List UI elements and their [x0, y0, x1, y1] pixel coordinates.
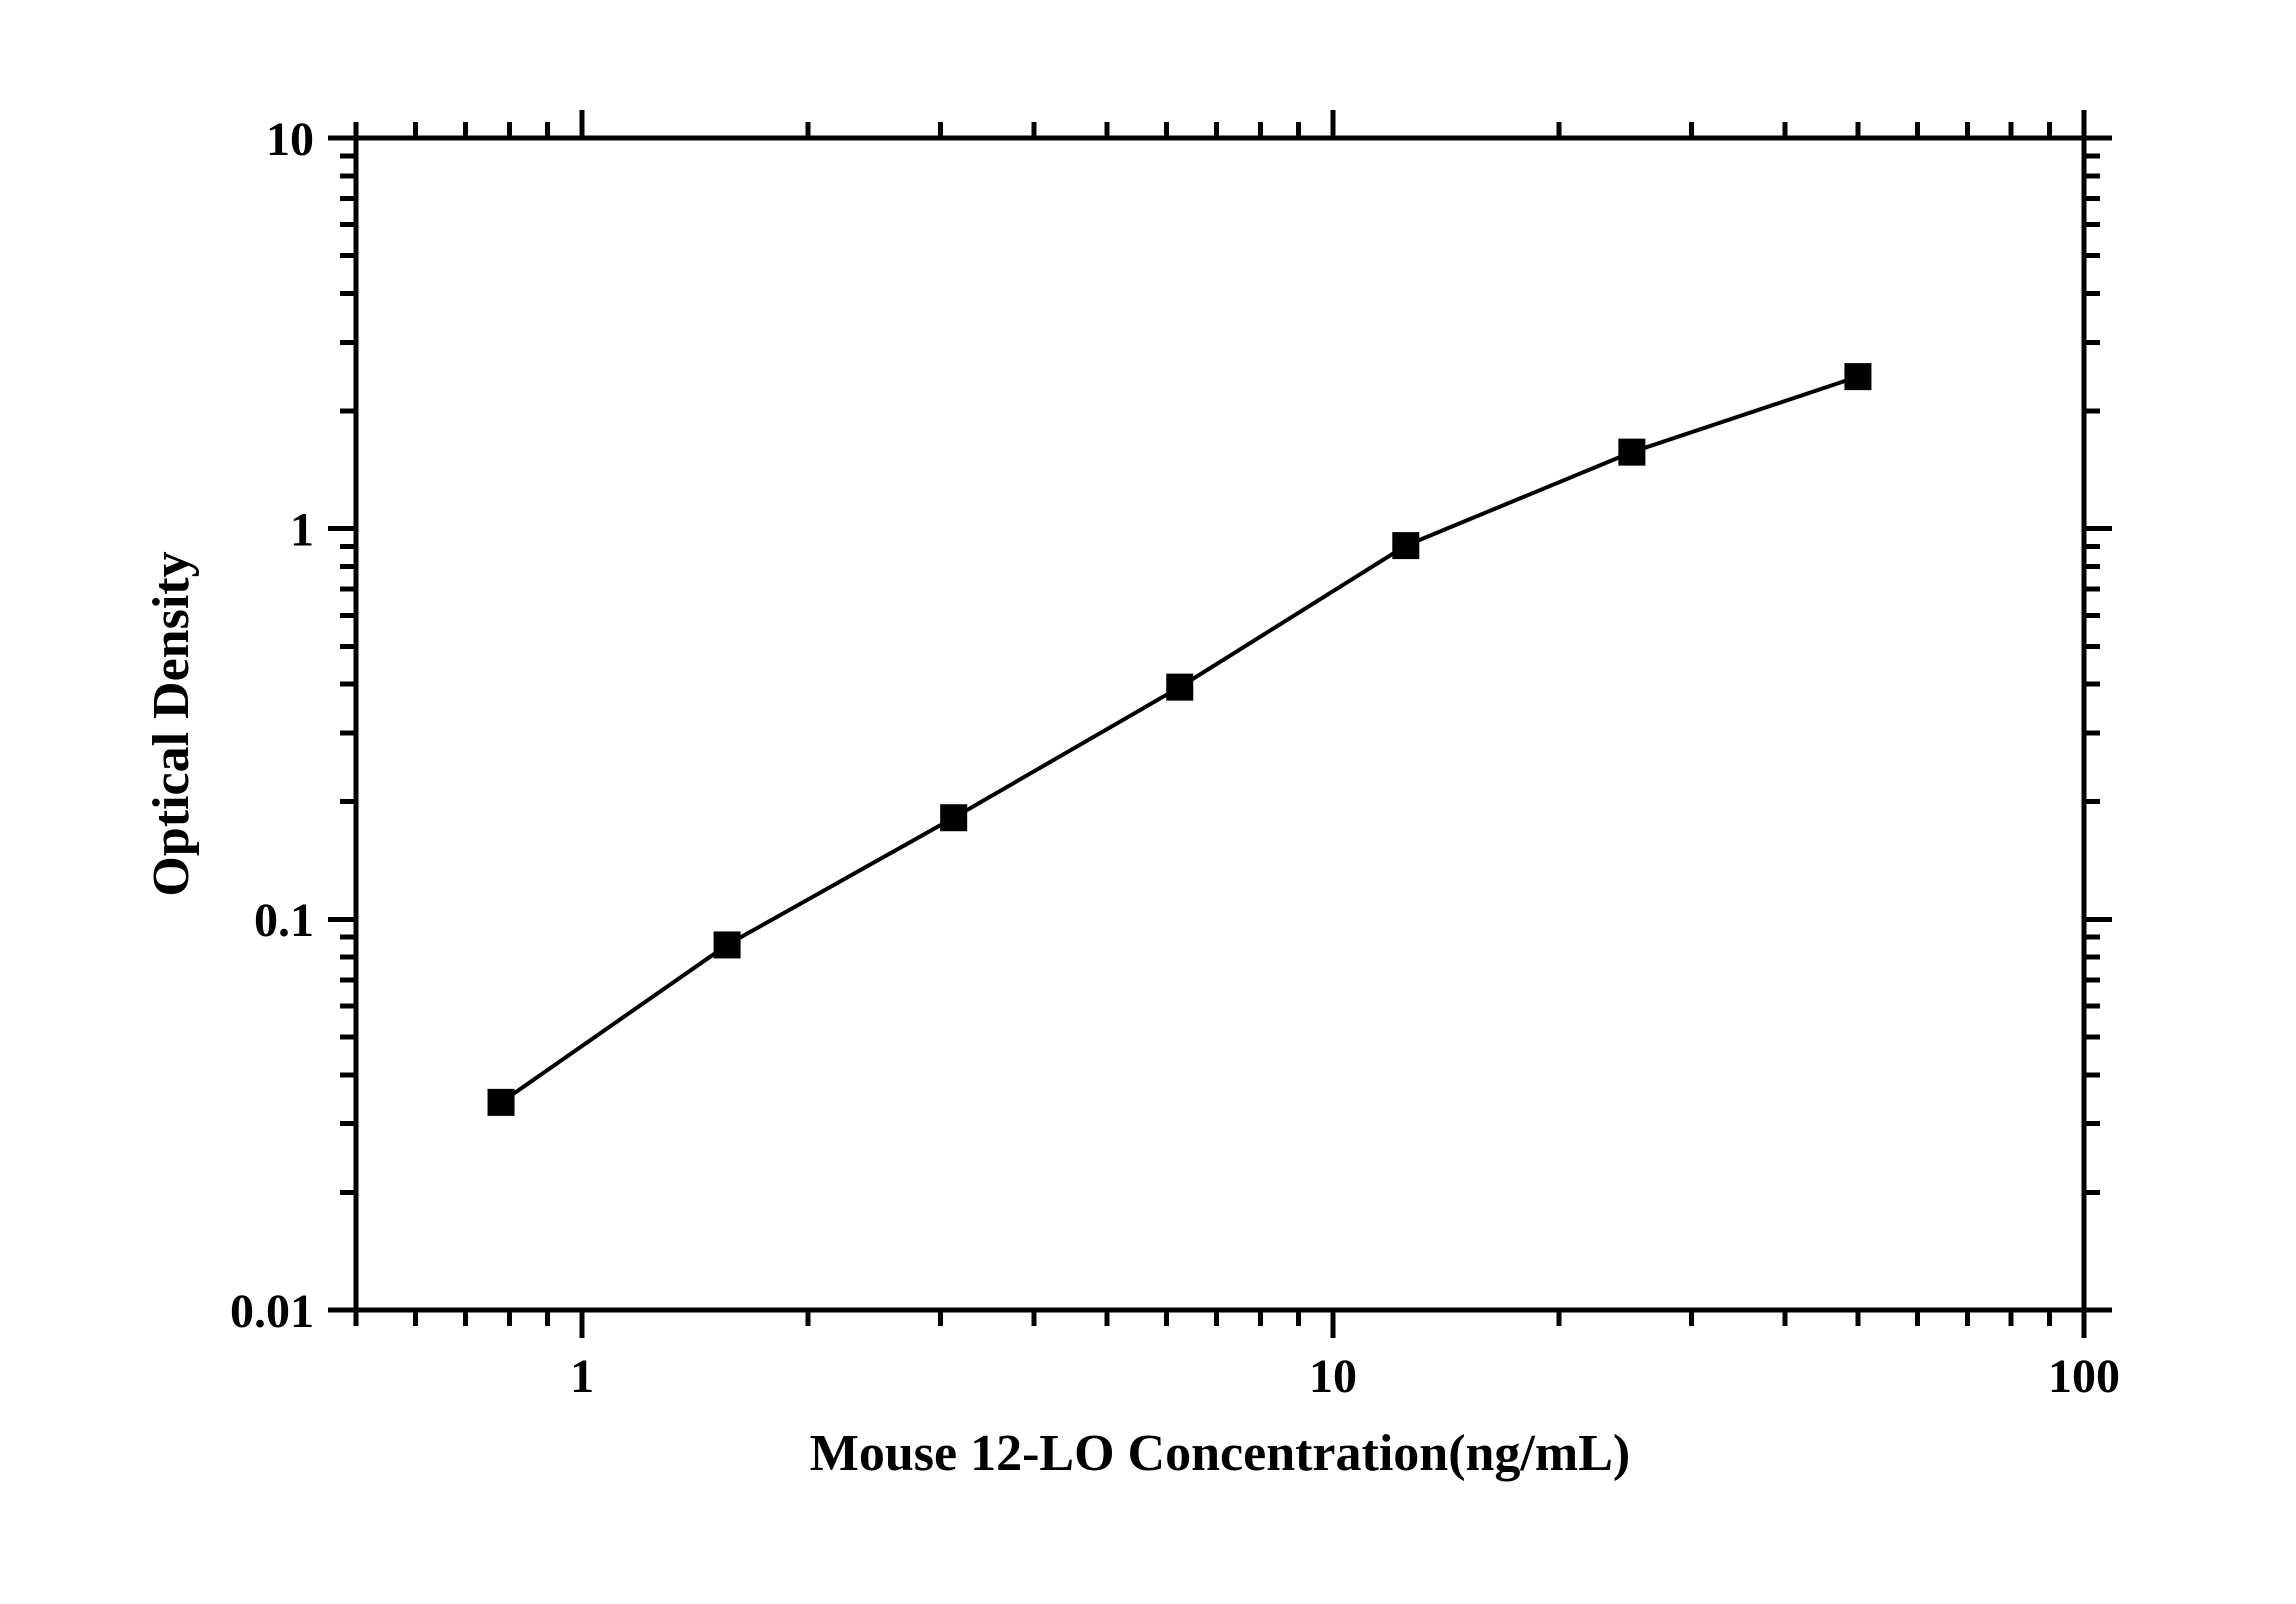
data-point-marker — [488, 1089, 514, 1115]
y-tick-label: 1 — [290, 503, 314, 556]
data-point-marker — [1619, 439, 1645, 465]
x-tick-label: 100 — [2048, 1350, 2120, 1403]
data-point-marker — [714, 932, 740, 958]
chart-container: 1 10 100 0.01 0.1 1 10 Mouse 12-LO Concentratio… — [0, 0, 2296, 1604]
x-axis-title: Mouse 12-LO Concentration(ng/mL) — [810, 1425, 1630, 1482]
elisa-standard-curve-chart: 1 10 100 0.01 0.1 1 10 Mouse 12-LO Concentratio… — [0, 0, 2296, 1604]
y-tick-label: 0.1 — [254, 894, 314, 947]
y-tick-label: 0.01 — [230, 1285, 314, 1338]
y-axis-title: Optical Density — [143, 551, 200, 896]
data-point-marker — [1393, 533, 1419, 559]
data-point-marker — [941, 805, 967, 831]
x-tick-label: 1 — [570, 1350, 594, 1403]
data-point-marker — [1167, 674, 1193, 700]
x-tick-label: 10 — [1309, 1350, 1357, 1403]
data-point-marker — [1845, 364, 1871, 390]
y-tick-label: 10 — [266, 113, 314, 166]
